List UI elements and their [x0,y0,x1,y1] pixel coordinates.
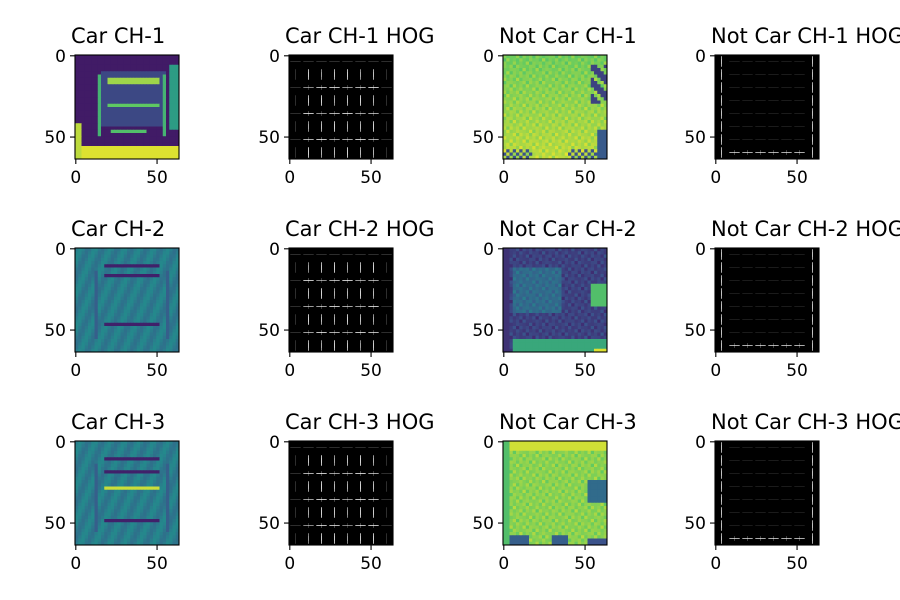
axes-frame [74,54,180,160]
axes-frame [714,247,820,353]
y-tick-label: 0 [269,47,280,67]
axes-frame [74,247,180,353]
y-tick-label: 50 [684,514,706,534]
y-tick-label: 0 [483,433,494,453]
car-hog-image [289,55,393,159]
x-tick-label: 50 [146,168,168,188]
subplot-title: Car CH-2 [71,217,165,241]
x-tick-label: 50 [360,554,382,574]
x-tick-label: 0 [498,361,509,381]
y-tick-label: 50 [258,128,280,148]
y-tick-label: 0 [695,433,706,453]
y-tick-label: 50 [472,321,494,341]
axes-frame [288,440,394,546]
y-tick-label: 0 [55,240,66,260]
x-tick-label: 50 [360,361,382,381]
notcar-channel-image [503,441,608,546]
y-tick-label: 50 [44,321,66,341]
y-tick-label: 50 [472,128,494,148]
subplot-title: Not Car CH-2 [499,217,637,241]
axes-frame [74,440,180,546]
axes-frame [502,247,608,353]
x-tick-label: 50 [786,168,808,188]
subplot-title: Not Car CH-2 HOG [711,217,900,241]
y-tick-label: 0 [55,433,66,453]
y-tick-label: 0 [483,240,494,260]
x-tick-label: 50 [146,361,168,381]
x-tick-label: 0 [70,168,81,188]
x-tick-label: 0 [498,554,509,574]
x-tick-label: 0 [70,361,81,381]
subplot-title: Car CH-2 HOG [285,217,435,241]
x-tick-label: 0 [710,361,721,381]
x-tick-label: 50 [574,554,596,574]
y-tick-label: 50 [472,514,494,534]
car-channel-image [75,441,180,546]
notcar-channel-image [503,248,608,353]
subplot-title: Car CH-3 [71,410,165,434]
x-tick-label: 0 [70,554,81,574]
car-channel-image [75,248,180,353]
x-tick-label: 0 [284,554,295,574]
notcar-hog-image [715,441,819,545]
x-tick-label: 50 [146,554,168,574]
notcar-hog-image [715,55,819,159]
x-tick-label: 50 [360,168,382,188]
y-tick-label: 0 [695,240,706,260]
y-tick-label: 50 [684,321,706,341]
x-tick-label: 0 [284,361,295,381]
subplot-title: Not Car CH-1 [499,24,637,48]
car-hog-image [289,248,393,352]
subplot-title: Car CH-1 HOG [285,24,435,48]
x-tick-label: 50 [574,361,596,381]
x-tick-label: 50 [574,168,596,188]
x-tick-label: 0 [710,168,721,188]
y-tick-label: 0 [269,433,280,453]
y-tick-label: 50 [258,321,280,341]
subplot-title: Not Car CH-3 [499,410,637,434]
x-tick-label: 0 [284,168,295,188]
car-channel-image [75,55,180,160]
y-tick-label: 0 [483,47,494,67]
subplot-title: Car CH-1 [71,24,165,48]
subplot-title: Not Car CH-3 HOG [711,410,900,434]
notcar-hog-image [715,248,819,352]
x-tick-label: 0 [498,168,509,188]
axes-frame [502,54,608,160]
y-tick-label: 0 [55,47,66,67]
y-tick-label: 50 [44,128,66,148]
axes-frame [502,440,608,546]
y-tick-label: 0 [695,47,706,67]
x-tick-label: 50 [786,554,808,574]
axes-frame [288,247,394,353]
subplot-title: Not Car CH-1 HOG [711,24,900,48]
y-tick-label: 0 [269,240,280,260]
axes-frame [714,54,820,160]
y-tick-label: 50 [258,514,280,534]
axes-frame [714,440,820,546]
x-tick-label: 0 [710,554,721,574]
car-hog-image [289,441,393,545]
x-tick-label: 50 [786,361,808,381]
axes-frame [288,54,394,160]
subplot-title: Car CH-3 HOG [285,410,435,434]
y-tick-label: 50 [684,128,706,148]
y-tick-label: 50 [44,514,66,534]
notcar-channel-image [503,55,608,160]
